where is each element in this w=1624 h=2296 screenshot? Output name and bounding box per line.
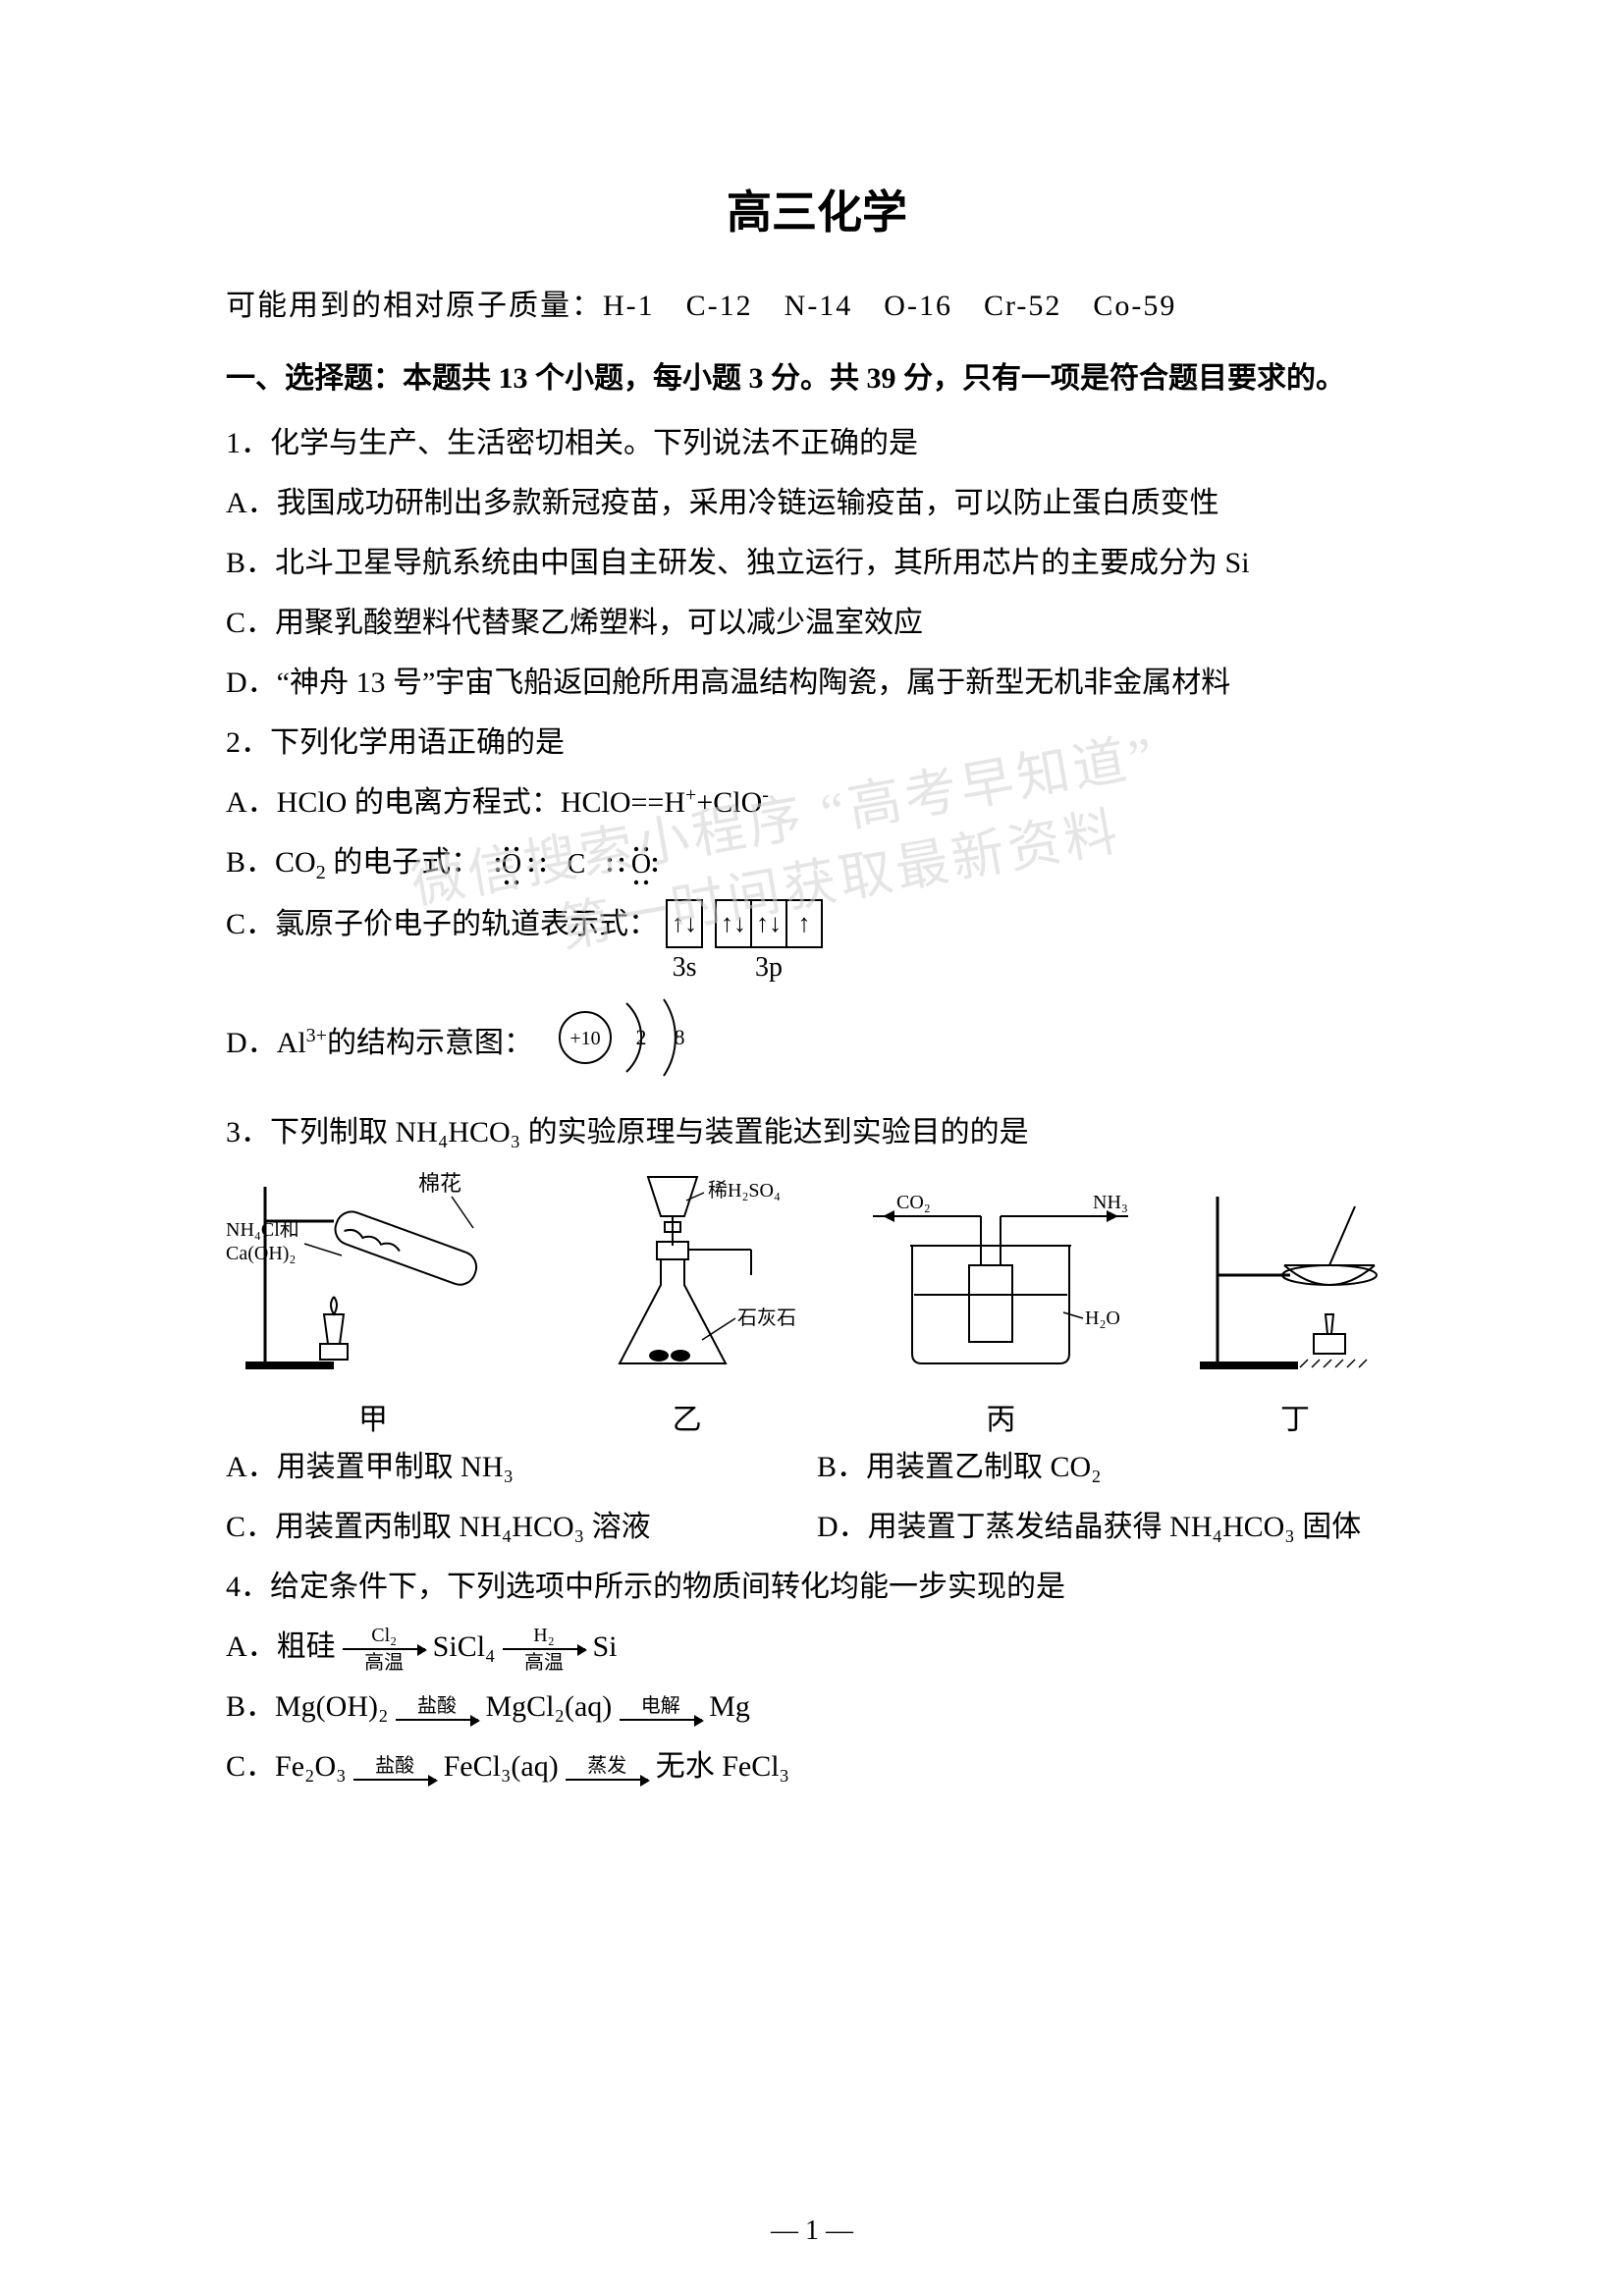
orbital-cell: ↑ xyxy=(785,901,821,946)
apparatus-a-label-2: Ca(OH)₂ xyxy=(226,1243,296,1264)
q2a-prefix: A．HClO 的电离方程式：HClO==H xyxy=(226,786,685,819)
q2-option-c: C．氯原子价电子的轨道表示式： ↑↓ 3s ↑↓ ↑↓ ↑ 3p xyxy=(226,899,1408,984)
apparatus-d-icon xyxy=(1182,1167,1408,1383)
question-4: 4．给定条件下，下列选项中所示的物质间转化均能一步实现的是 xyxy=(226,1562,1408,1612)
charge-3plus: 3+ xyxy=(306,1025,327,1046)
svg-text:O: O xyxy=(502,849,521,880)
orbital-cell: ↑↓ xyxy=(750,901,785,946)
reaction-arrow-icon: Cl₂ 高温 xyxy=(343,1627,425,1672)
q4a-end: Si xyxy=(593,1630,618,1663)
apparatus-b-caption: 乙 xyxy=(673,1395,702,1438)
q2b-mid: 的电子式： xyxy=(333,846,480,879)
q4a-r2-bot: 高温 xyxy=(524,1652,564,1674)
section-heading: 一、选择题：本题共 13 个小题，每小题 3 分。共 39 分，只有一项是符合题… xyxy=(226,353,1408,397)
orbital-cell: ↑↓ xyxy=(668,901,701,946)
reaction-arrow-icon: H₂ 高温 xyxy=(503,1627,585,1672)
apparatus-b-icon: 稀H₂SO₄ 石灰石 xyxy=(555,1167,820,1383)
orbital-cell: ↑↓ xyxy=(717,901,750,946)
apparatus-c-icon: CO₂ NH₃ H₂O xyxy=(853,1167,1148,1383)
apparatus-c: CO₂ NH₃ H₂O 丙 xyxy=(853,1167,1148,1438)
apparatus-a-caption: 甲 xyxy=(358,1395,388,1438)
svg-text:C: C xyxy=(567,849,585,880)
apparatus-c-label-h2o: H₂O xyxy=(1085,1308,1120,1329)
q2c-label: C．氯原子价电子的轨道表示式： xyxy=(226,899,658,949)
q4-option-c: C．Fe₂O₃ 盐酸 FeCl₃(aq) 蒸发 无水 FeCl₃ xyxy=(226,1741,1408,1791)
apparatus-c-label-nh3: NH₃ xyxy=(1093,1192,1128,1213)
apparatus-d-caption: 丁 xyxy=(1280,1395,1310,1438)
q1-option-a: A．我国成功研制出多款新冠疫苗，采用冷链运输疫苗，可以防止蛋白质变性 xyxy=(226,478,1408,528)
q2d-mid: 的结构示意图： xyxy=(327,1027,533,1059)
apparatus-b: 稀H₂SO₄ 石灰石 乙 xyxy=(555,1167,820,1438)
svg-text:O: O xyxy=(631,849,651,880)
q4b-mid1: MgCl₂(aq) xyxy=(485,1690,612,1723)
lewis-structure-icon: O C O xyxy=(488,843,665,886)
apparatus-d: 丁 xyxy=(1182,1167,1408,1438)
page-number: — 1 — xyxy=(0,2216,1624,2247)
q4b-r2-top: 电解 xyxy=(641,1695,680,1717)
bohr-shell-1: 2 xyxy=(636,1025,647,1049)
question-3: 3．下列制取 NH₄HCO₃ 的实验原理与装置能达到实验目的的是 xyxy=(226,1107,1408,1157)
q3-option-b: B．用装置乙制取 CO₂ xyxy=(817,1442,1408,1492)
q1-option-d: D．“神舟 13 号”宇宙飞船返回舱所用高温结构陶瓷，属于新型无机非金属材料 xyxy=(226,658,1408,708)
q4-option-b: B．Mg(OH)₂ 盐酸 MgCl₂(aq) 电解 Mg xyxy=(226,1682,1408,1732)
apparatus-row: 棉花 NH₄Cl和 Ca(OH)₂ 甲 xyxy=(226,1167,1408,1438)
orbital-diagram: ↑↓ 3s ↑↓ ↑↓ ↑ 3p xyxy=(666,899,823,984)
exam-page: 高三化学 可能用到的相对原子质量：H-1 C-12 N-14 O-16 Cr-5… xyxy=(0,0,1624,2296)
q4b-prefix: B．Mg(OH)₂ xyxy=(226,1690,388,1723)
q3-options: A．用装置甲制取 NH₃ B．用装置乙制取 CO₂ C．用装置丙制取 NH₄HC… xyxy=(226,1442,1408,1562)
q4b-end: Mg xyxy=(709,1690,750,1723)
atomic-mass-line: 可能用到的相对原子质量：H-1 C-12 N-14 O-16 Cr-52 Co-… xyxy=(226,281,1408,324)
apparatus-a: 棉花 NH₄Cl和 Ca(OH)₂ 甲 xyxy=(226,1167,520,1438)
orbital-3p-label: 3p xyxy=(755,952,783,984)
sub-2: 2 xyxy=(316,862,326,883)
q4c-prefix: C．Fe₂O₃ xyxy=(226,1750,347,1783)
apparatus-a-label-1: NH₄Cl和 xyxy=(226,1218,299,1241)
q4c-end: 无水 FeCl₃ xyxy=(656,1750,789,1783)
bohr-nucleus: +10 xyxy=(570,1028,601,1049)
reaction-arrow-icon: 蒸发 xyxy=(566,1757,648,1781)
q4a-r1-bot: 高温 xyxy=(364,1652,404,1674)
apparatus-b-label-1: 稀H₂SO₄ xyxy=(708,1179,781,1201)
q4c-mid1: FeCl₃(aq) xyxy=(444,1750,559,1783)
q4a-r2-top: H₂ xyxy=(533,1625,554,1646)
q2-option-a: A．HClO 的电离方程式：HClO==H++ClO- xyxy=(226,777,1408,828)
q3-option-d: D．用装置丁蒸发结晶获得 NH₄HCO₃ 固体 xyxy=(817,1502,1408,1552)
question-1: 1．化学与生产、生活密切相关。下列说法不正确的是 xyxy=(226,418,1408,468)
apparatus-a-icon: 棉花 NH₄Cl和 Ca(OH)₂ xyxy=(226,1167,520,1383)
q4a-mid1: SiCl₄ xyxy=(433,1630,496,1663)
q4c-r1-top: 盐酸 xyxy=(375,1755,414,1777)
orbital-3s-group: ↑↓ 3s xyxy=(666,899,703,984)
q3-option-a: A．用装置甲制取 NH₃ xyxy=(226,1442,817,1492)
apparatus-a-label-cotton: 棉花 xyxy=(418,1171,461,1196)
page-title: 高三化学 xyxy=(226,177,1408,241)
bohr-shell-2: 8 xyxy=(675,1025,685,1049)
apparatus-c-caption: 丙 xyxy=(986,1395,1015,1438)
q1-option-c: C．用聚乳酸塑料代替聚乙烯塑料，可以减少温室效应 xyxy=(226,598,1408,648)
orbital-3s-label: 3s xyxy=(673,952,697,984)
q2-option-b: B．CO2 的电子式： O C O xyxy=(226,837,1408,889)
minus-icon: - xyxy=(762,784,769,806)
q2d-prefix: D．Al xyxy=(226,1027,306,1059)
q4a-prefix: A．粗硅 xyxy=(226,1630,336,1663)
q2b-prefix: B．CO xyxy=(226,846,316,879)
q2-option-d: D．Al3+的结构示意图： +10 2 8 xyxy=(226,993,1408,1097)
q1-option-b: B．北斗卫星导航系统由中国自主研发、独立运行，其所用芯片的主要成分为 Si xyxy=(226,538,1408,588)
orbital-3s-boxes: ↑↓ xyxy=(666,899,703,948)
reaction-arrow-icon: 盐酸 xyxy=(396,1697,478,1721)
question-2: 2．下列化学用语正确的是 xyxy=(226,718,1408,768)
q4a-r1-top: Cl₂ xyxy=(371,1625,397,1646)
reaction-arrow-icon: 电解 xyxy=(620,1697,702,1721)
orbital-3p-group: ↑↓ ↑↓ ↑ 3p xyxy=(715,899,823,984)
orbital-3p-boxes: ↑↓ ↑↓ ↑ xyxy=(715,899,823,948)
q4-option-a: A．粗硅 Cl₂ 高温 SiCl₄ H₂ 高温 Si xyxy=(226,1622,1408,1672)
q4b-r1-top: 盐酸 xyxy=(417,1695,457,1717)
bohr-model-icon: +10 2 8 xyxy=(548,993,715,1097)
apparatus-b-label-2: 石灰石 xyxy=(737,1307,796,1329)
apparatus-c-label-co2: CO₂ xyxy=(896,1192,931,1213)
plus-icon: + xyxy=(685,784,696,806)
q3-option-c: C．用装置丙制取 NH₄HCO₃ 溶液 xyxy=(226,1502,817,1552)
q4c-r2-top: 蒸发 xyxy=(587,1755,626,1777)
q2a-mid: +ClO xyxy=(696,786,762,819)
reaction-arrow-icon: 盐酸 xyxy=(353,1757,436,1781)
